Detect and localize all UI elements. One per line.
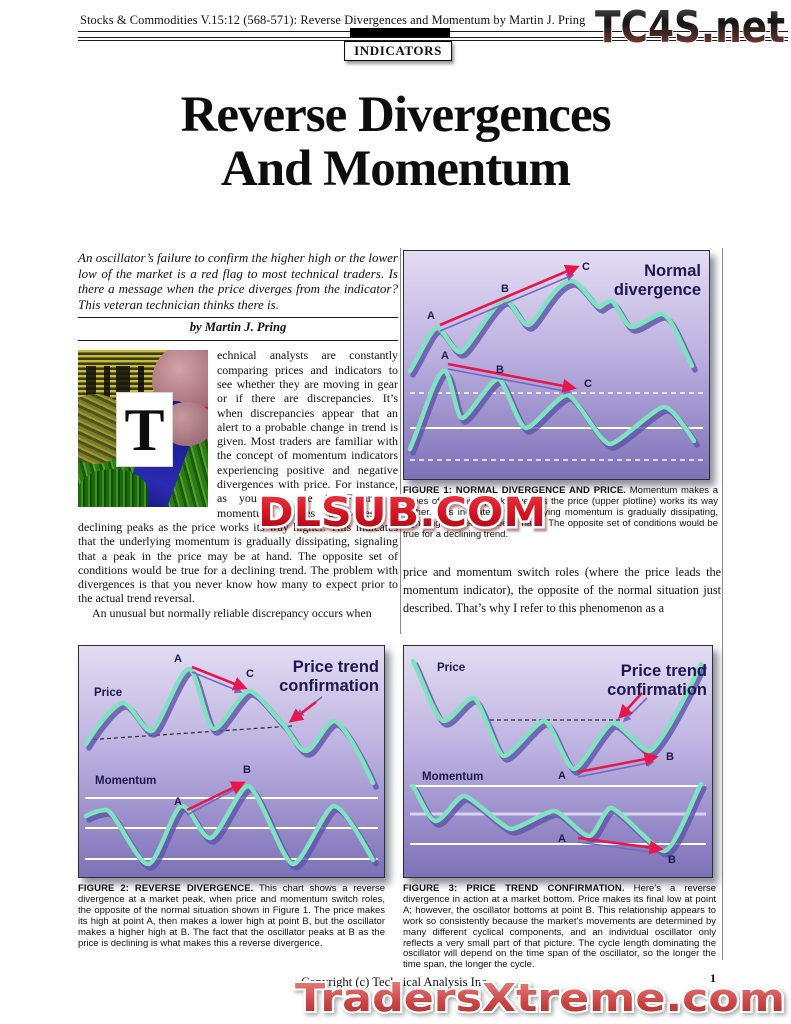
figure2-caption-lead: FIGURE 2: REVERSE DIVERGENCE. bbox=[78, 883, 254, 894]
copyright-line: Copyright (c) Technical Analysis Inc. bbox=[301, 975, 490, 989]
confirmation-arrow bbox=[618, 692, 643, 720]
title-line-2: And Momentum bbox=[220, 141, 571, 197]
momentum-series-label: Momentum bbox=[422, 771, 483, 783]
figure1-caption-lead: FIGURE 1: NORMAL DIVERGENCE AND PRICE. bbox=[403, 485, 627, 496]
byline: by Martin J. Pring bbox=[189, 320, 287, 335]
article-body: T echnical analysts are constantly compa… bbox=[78, 348, 398, 620]
momentum-divergence-arrow bbox=[447, 362, 577, 393]
price-series-label: Price bbox=[94, 687, 122, 699]
price-reverse-arrow bbox=[191, 665, 248, 691]
point-label: B bbox=[501, 283, 509, 295]
figure2-caption-text: This chart shows a reverse divergence at… bbox=[78, 883, 385, 949]
paragraph-3: price and momentum switch roles (where t… bbox=[403, 564, 721, 615]
figure1-caption: FIGURE 1: NORMAL DIVERGENCE AND PRICE. M… bbox=[403, 485, 719, 541]
title-line-1: Reverse Divergences bbox=[180, 87, 612, 143]
momentum-reverse-arrow bbox=[186, 781, 246, 812]
figure2-block: Price Momentum A C A B Price trend confi… bbox=[78, 645, 385, 949]
momentum-reverse-arrow bbox=[577, 836, 664, 855]
point-label: A bbox=[174, 653, 182, 665]
price-curve bbox=[410, 658, 704, 772]
figure2-annotation-line2: confirmation bbox=[279, 677, 379, 695]
header-rule bbox=[78, 37, 788, 38]
figure3-caption-lead: FIGURE 3: PRICE TREND CONFIRMATION. bbox=[403, 883, 625, 894]
figure2-caption: FIGURE 2: REVERSE DIVERGENCE. This chart… bbox=[78, 883, 385, 949]
drop-cap: T bbox=[117, 393, 172, 467]
article-title: Reverse Divergences And Momentum bbox=[0, 88, 791, 196]
point-label: A bbox=[558, 770, 566, 782]
paragraph-2: An unusual but normally reliable discrep… bbox=[92, 605, 372, 620]
artwork-field bbox=[78, 469, 148, 508]
point-label: B bbox=[243, 764, 251, 776]
tc4s-watermark-text: TC4S.net bbox=[595, 2, 785, 53]
point-label: A bbox=[441, 350, 449, 362]
figure2-annotation-line1: Price trend bbox=[293, 658, 379, 676]
figure1-annotation-line2: divergence bbox=[614, 281, 701, 299]
figure3-annotation-line2: confirmation bbox=[607, 681, 707, 699]
figure1-annotation-line1: Normal bbox=[644, 262, 701, 280]
section-label: INDICATORS bbox=[344, 41, 452, 61]
point-label: B bbox=[668, 854, 676, 866]
section-tab-bar bbox=[350, 28, 450, 37]
momentum-divergence-line-purple bbox=[447, 368, 572, 395]
byline-rule-bottom bbox=[78, 340, 398, 342]
abstract: An oscillator’s failure to confirm the h… bbox=[78, 250, 398, 312]
price-reverse-arrow bbox=[577, 752, 659, 774]
confirmation-arrow bbox=[288, 700, 317, 723]
momentum-reverse-line-purple bbox=[577, 841, 658, 854]
right-margin-rule bbox=[722, 248, 723, 960]
point-label: C bbox=[584, 378, 592, 390]
tc4s-watermark: TC4S.net bbox=[592, 0, 789, 59]
price-divergence-arrow bbox=[439, 264, 580, 327]
price-reverse-line-purple bbox=[577, 759, 655, 778]
price-curve bbox=[83, 666, 376, 786]
point-label: B bbox=[496, 364, 504, 376]
header-rule bbox=[78, 40, 788, 41]
price-series-label: Price bbox=[437, 662, 465, 674]
momentum-series-label: Momentum bbox=[95, 775, 156, 787]
drop-cap-artwork: T bbox=[78, 350, 208, 508]
figure3-background bbox=[404, 646, 712, 877]
point-label: C bbox=[582, 261, 590, 273]
figure3-chart: Price Momentum A B A B Price trend confi… bbox=[403, 645, 713, 878]
figure3-block: Price Momentum A B A B Price trend confi… bbox=[403, 645, 716, 971]
article-citation: Stocks & Commodities V.15:12 (568-571): … bbox=[80, 13, 586, 27]
momentum-curve bbox=[83, 783, 376, 867]
page-number: 1 bbox=[710, 971, 716, 985]
byline-rule-top bbox=[78, 317, 398, 319]
figure1-caption-text: Momentum makes a series of declining pea… bbox=[403, 485, 719, 540]
figure1-chart: A B C A B C Normal divergence bbox=[403, 250, 710, 480]
momentum-curve bbox=[407, 368, 697, 452]
left-column: An oscillator’s failure to confirm the h… bbox=[78, 250, 398, 620]
point-label: B bbox=[666, 751, 674, 763]
point-label: A bbox=[427, 310, 435, 322]
price-divergence-line-purple bbox=[439, 273, 575, 332]
figure3-caption-text: Here’s a reverse divergence in action at… bbox=[403, 883, 717, 971]
figure2-chart: Price Momentum A C A B Price trend confi… bbox=[78, 645, 385, 878]
column-divider-rule bbox=[400, 248, 401, 634]
figure3-annotation-line1: Price trend bbox=[621, 662, 707, 680]
right-column: A B C A B C Normal divergence FIGURE 1: … bbox=[403, 250, 721, 629]
drop-cap-letter: T bbox=[124, 396, 165, 463]
point-label: A bbox=[558, 833, 566, 845]
paragraph-1: echnical analysts are constantly compari… bbox=[78, 348, 398, 606]
point-label: A bbox=[174, 796, 182, 808]
figure3-caption: FIGURE 3: PRICE TREND CONFIRMATION. Here… bbox=[403, 883, 717, 971]
point-label: C bbox=[246, 668, 254, 680]
